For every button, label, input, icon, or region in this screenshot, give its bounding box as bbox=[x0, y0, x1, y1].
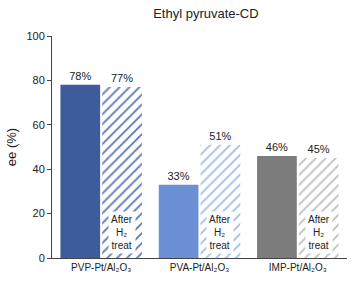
svg-text:51%: 51% bbox=[209, 130, 231, 142]
svg-text:45%: 45% bbox=[308, 143, 330, 155]
svg-text:0: 0 bbox=[39, 252, 45, 264]
svg-text:60: 60 bbox=[33, 119, 45, 131]
svg-text:PVP-Pt/Al₂O₃: PVP-Pt/Al₂O₃ bbox=[71, 262, 131, 273]
svg-text:AfterH₂treat: AfterH₂treat bbox=[111, 214, 133, 251]
svg-text:40: 40 bbox=[33, 163, 45, 175]
svg-text:ee (%): ee (%) bbox=[4, 128, 19, 166]
svg-text:33%: 33% bbox=[167, 170, 189, 182]
svg-text:AfterH₂treat: AfterH₂treat bbox=[308, 214, 330, 251]
svg-text:78%: 78% bbox=[69, 70, 91, 82]
svg-text:Ethyl pyruvate-CD: Ethyl pyruvate-CD bbox=[153, 6, 258, 21]
svg-text:20: 20 bbox=[33, 207, 45, 219]
svg-text:IMP-Pt/Al₂O₃: IMP-Pt/Al₂O₃ bbox=[269, 262, 327, 273]
svg-text:80: 80 bbox=[33, 74, 45, 86]
svg-text:PVA-Pt/Al₂O₃: PVA-Pt/Al₂O₃ bbox=[170, 262, 229, 273]
svg-text:100: 100 bbox=[26, 30, 44, 42]
svg-text:77%: 77% bbox=[111, 72, 133, 84]
svg-text:46%: 46% bbox=[266, 141, 288, 153]
svg-text:AfterH₂treat: AfterH₂treat bbox=[209, 214, 231, 251]
